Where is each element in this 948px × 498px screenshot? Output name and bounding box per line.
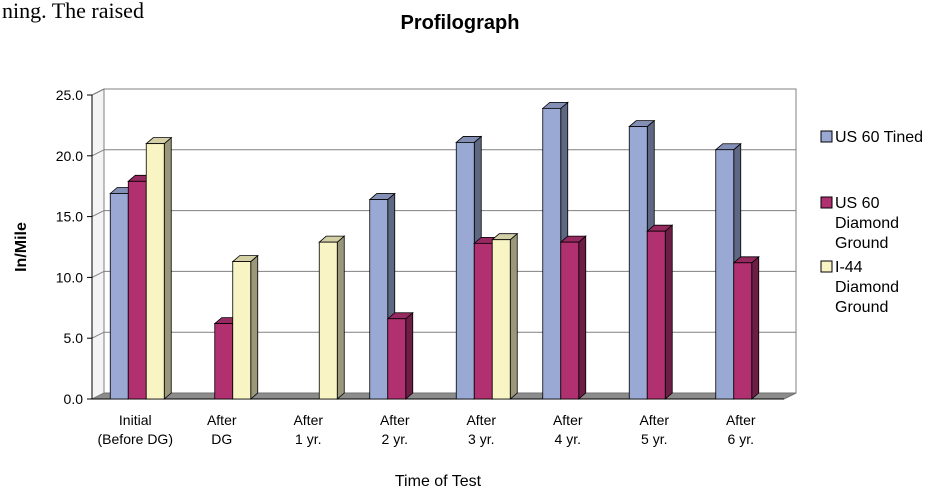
y-tick-label: 15.0 [56,209,83,225]
bar [145,143,165,400]
legend-swatch [820,130,833,143]
bar-side [509,232,518,400]
x-tick-label: 6 yr. [728,431,754,447]
x-tick-label: 3 yr. [468,431,494,447]
bar [214,323,234,400]
y-tick-label: 5.0 [64,330,84,346]
legend-label: Diamond [835,279,899,296]
x-tick-label: After [380,412,410,428]
bar-side [664,224,673,400]
bar [455,142,475,400]
bar [733,262,753,400]
x-tick-label: After [726,412,756,428]
legend-label: US 60 [835,195,880,212]
legend-label: I-44 [835,259,863,276]
bar [318,241,338,400]
bar [473,242,493,400]
bar-side [578,235,587,400]
plot-back-wall [103,88,797,394]
bar [491,239,511,400]
gridline-depth [91,331,105,339]
x-tick-label: After [466,412,496,428]
gridline-depth [91,210,105,218]
bar [560,241,580,400]
bar [542,107,562,400]
page-text-fragment: ning. The raised [2,0,144,23]
x-tick-label: 4 yr. [555,431,581,447]
plot-floor [91,392,797,400]
legend-label: Diamond [835,215,899,232]
x-tick-label: After [207,412,237,428]
x-tick-label: 5 yr. [641,431,667,447]
chart-title: Profilograph [401,12,520,34]
bar-side [163,136,172,400]
legend-swatch [820,196,833,209]
y-tick-label: 20.0 [56,148,83,164]
x-tick-label: After [639,412,669,428]
bar [127,180,147,400]
x-tick-label: After [553,412,583,428]
legend-swatch [820,260,833,273]
bar [232,261,252,400]
gridline-depth [91,270,105,278]
x-tick-label: DG [211,431,232,447]
x-tick-label: Initial [119,412,152,428]
x-tick-label: After [293,412,323,428]
x-tick-label: 1 yr. [295,431,321,447]
bar-side [336,235,345,400]
y-tick-label: 0.0 [64,391,84,407]
bar [646,230,666,400]
bar [109,193,129,400]
bar-side [250,254,259,400]
plot-side-wall [91,88,105,400]
bar-side [405,311,414,400]
bar-side [751,255,760,400]
x-axis-title: Time of Test [395,473,482,490]
bar [715,149,735,400]
gridline-depth [91,88,105,96]
bar [387,318,407,400]
x-tick-label: 2 yr. [382,431,408,447]
x-tick-label: (Before DG) [98,431,173,447]
legend-label: Ground [835,299,888,316]
bar [628,126,648,400]
bar [369,199,389,400]
legend-label: Ground [835,235,888,252]
y-tick-label: 10.0 [56,269,83,285]
y-axis-title: In/Mile [13,222,30,272]
y-tick-label: 25.0 [56,87,83,103]
gridline-depth [91,149,105,157]
legend-label: US 60 Tined [835,129,923,146]
